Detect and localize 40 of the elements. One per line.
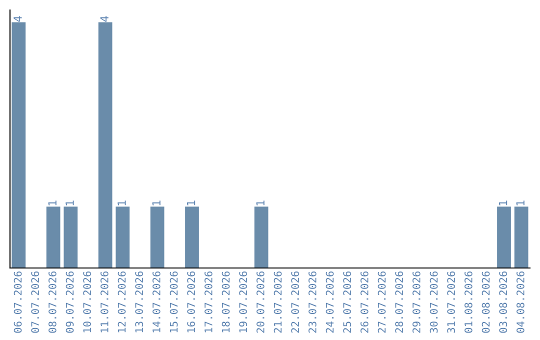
data-label: 4 — [100, 16, 108, 22]
x-tick-label: 29.07.2026 — [412, 271, 420, 333]
x-tick-label: 16.07.2026 — [187, 271, 196, 332]
x-tick-label: 21.07.2026 — [274, 271, 282, 333]
data-label: 1 — [498, 200, 508, 206]
x-tick-label: 10.07.2026 — [83, 271, 92, 332]
x-tick-label: 08.07.2026 — [48, 271, 56, 333]
x-tick-label: 18.07.2026 — [222, 271, 230, 332]
x-tick-label: 24.07.2026 — [326, 271, 334, 333]
x-tick-label: 30.07.2026 — [430, 271, 438, 333]
x-tick-label: 15.07.2026 — [170, 271, 178, 332]
x-tick-label: 19.07.2026 — [239, 271, 248, 332]
x-tick-label: 28.07.2026 — [395, 271, 404, 333]
x-tick-label: 06.07.2026 — [14, 271, 22, 333]
x-tick-label: 26.07.2026 — [360, 271, 368, 333]
x-tick-label: 04.08.2026 — [516, 271, 524, 333]
x-tick-label: 25.07.2026 — [343, 271, 352, 333]
data-label: 1 — [66, 200, 74, 206]
data-label: 1 — [256, 200, 264, 206]
x-tick-label: 07.07.2026 — [31, 271, 40, 333]
x-tick-label: 02.08.2026 — [482, 271, 490, 333]
x-tick-label: 13.07.2026 — [135, 271, 144, 332]
data-label: 1 — [186, 200, 196, 206]
x-tick-label: 20.07.2026 — [256, 271, 264, 333]
data-label: 4 — [14, 16, 22, 22]
x-tick-label: 12.07.2026 — [118, 271, 126, 332]
x-tick-label: 11.07.2026 — [100, 271, 108, 332]
x-tick-label: 01.08.2026 — [464, 271, 472, 333]
x-tick-label: 14.07.2026 — [152, 271, 160, 332]
data-label: 1 — [118, 200, 126, 206]
x-tick-label: 31.07.2026 — [447, 271, 456, 333]
data-label: 1 — [152, 200, 160, 206]
x-tick-label: 27.07.2026 — [378, 271, 386, 333]
data-label: 1 — [48, 200, 56, 206]
x-tick-label: 09.07.2026 — [66, 271, 74, 333]
data-label: 1 — [516, 200, 524, 206]
x-tick-label: 17.07.2026 — [204, 271, 212, 332]
x-tick-label: 03.08.2026 — [499, 271, 508, 333]
x-tick-label: 23.07.2026 — [308, 271, 316, 333]
x-tick-label: 22.07.2026 — [291, 271, 300, 333]
